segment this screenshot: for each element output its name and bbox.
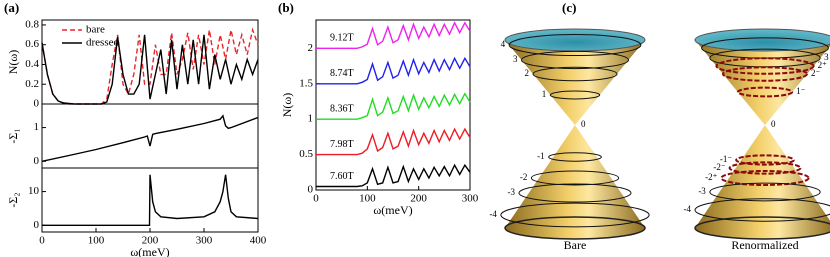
series-label: 7.60T (330, 171, 354, 182)
x-tick-label: 300 (462, 193, 479, 205)
x-tick-label: 0 (39, 235, 45, 247)
y-tick-label: 10 (28, 185, 40, 197)
y-axis-label: -Σ₂ (6, 192, 20, 207)
x-axis-label: ω(meV) (130, 245, 169, 257)
level-label: 0 (581, 119, 586, 129)
landau-ring (728, 161, 802, 175)
level-label: 1 (542, 89, 547, 99)
level-label: 2⁺ (818, 60, 828, 70)
y-tick-label: 0 (34, 155, 40, 167)
y-tick-label: 2 (308, 42, 314, 54)
legend-label: bare (86, 24, 105, 36)
y-tick-label: 0 (308, 184, 314, 196)
level-label: -4 (489, 209, 497, 219)
series-label: 8.36T (330, 103, 354, 114)
y-tick-label: 0 (34, 219, 40, 231)
x-axis-label: ω(meV) (373, 203, 412, 217)
series-line (316, 92, 471, 120)
panel-label: (c) (562, 0, 576, 15)
landau-ring (520, 50, 630, 70)
x-tick-label: 400 (250, 235, 267, 247)
level-label: -2⁺ (705, 172, 717, 182)
legend-label: dressed (86, 37, 119, 49)
panel-label: (b) (278, 0, 294, 15)
top-surface (694, 28, 830, 52)
level-label: -3 (698, 186, 706, 196)
y-axis-label: -Σ₁ (6, 128, 20, 143)
landau-ring (709, 182, 821, 202)
upper-cone (505, 40, 645, 125)
lower-rim (694, 216, 830, 240)
series-line (41, 34, 259, 105)
lower-rim (504, 216, 646, 240)
landau-ring (736, 86, 794, 98)
x-tick-label: 300 (196, 235, 213, 247)
landau-ring (500, 202, 650, 228)
landau-ring (715, 57, 815, 75)
x-tick-label: 200 (410, 193, 427, 205)
series-line (42, 174, 259, 226)
lower-cone (695, 125, 830, 239)
level-label: -2 (520, 172, 528, 182)
panel-label: (a) (4, 0, 19, 15)
level-label: 0 (771, 119, 776, 129)
series-label: 8.74T (330, 68, 354, 79)
level-label: -2⁻ (713, 162, 725, 172)
plot-frame (315, 19, 471, 191)
x-tick-label: 100 (88, 235, 105, 247)
landau-ring (518, 183, 632, 203)
series-line (316, 163, 471, 188)
lower-cone (505, 125, 645, 239)
cone-label: Renormalized (731, 238, 798, 252)
level-label: 1⁻ (796, 86, 806, 96)
level-label: -3 (508, 187, 516, 197)
y-tick-label: 0.6 (25, 38, 39, 50)
landau-ring (720, 170, 810, 186)
cone-label: Bare (564, 238, 587, 252)
y-tick-label: 1.5 (299, 77, 313, 89)
landau-ring (508, 33, 642, 57)
series-line (316, 21, 471, 49)
y-tick-label: 0.4 (25, 58, 39, 70)
series-label: 7.98T (330, 139, 354, 150)
level-label: 3 (513, 54, 518, 64)
y-tick-label: 1 (308, 113, 314, 125)
landau-ring (532, 66, 618, 82)
x-tick-label: 0 (313, 193, 319, 205)
landau-ring (694, 198, 830, 222)
x-tick-label: 200 (142, 235, 159, 247)
level-label: 2⁻ (811, 68, 821, 78)
plot-frame (41, 103, 259, 169)
series-line (41, 114, 259, 162)
level-label: -4 (684, 204, 692, 214)
landau-ring (735, 154, 795, 166)
y-axis-label: N(ω) (280, 93, 294, 118)
y-tick-label: 0.8 (25, 18, 39, 30)
level-label: -1⁻ (720, 154, 732, 164)
y-axis-label: N(ω) (6, 50, 20, 75)
level-label: 2 (525, 68, 530, 78)
y-tick-label: 0.5 (299, 148, 313, 160)
series-line (316, 127, 471, 156)
series-label: 9.12T (330, 33, 354, 44)
level-label: 4 (501, 39, 506, 49)
x-tick-label: 100 (359, 193, 376, 205)
landau-ring (530, 170, 620, 186)
series-line (316, 56, 471, 85)
y-tick-label: 1 (34, 121, 40, 133)
y-tick-label: 0.2 (25, 78, 39, 90)
level-label: 3 (824, 52, 829, 62)
landau-ring (722, 66, 808, 82)
y-tick-label: 0 (34, 98, 40, 110)
landau-ring (549, 90, 601, 100)
top-surface (504, 28, 646, 52)
level-label: -1 (537, 151, 545, 161)
landau-ring (548, 152, 602, 162)
